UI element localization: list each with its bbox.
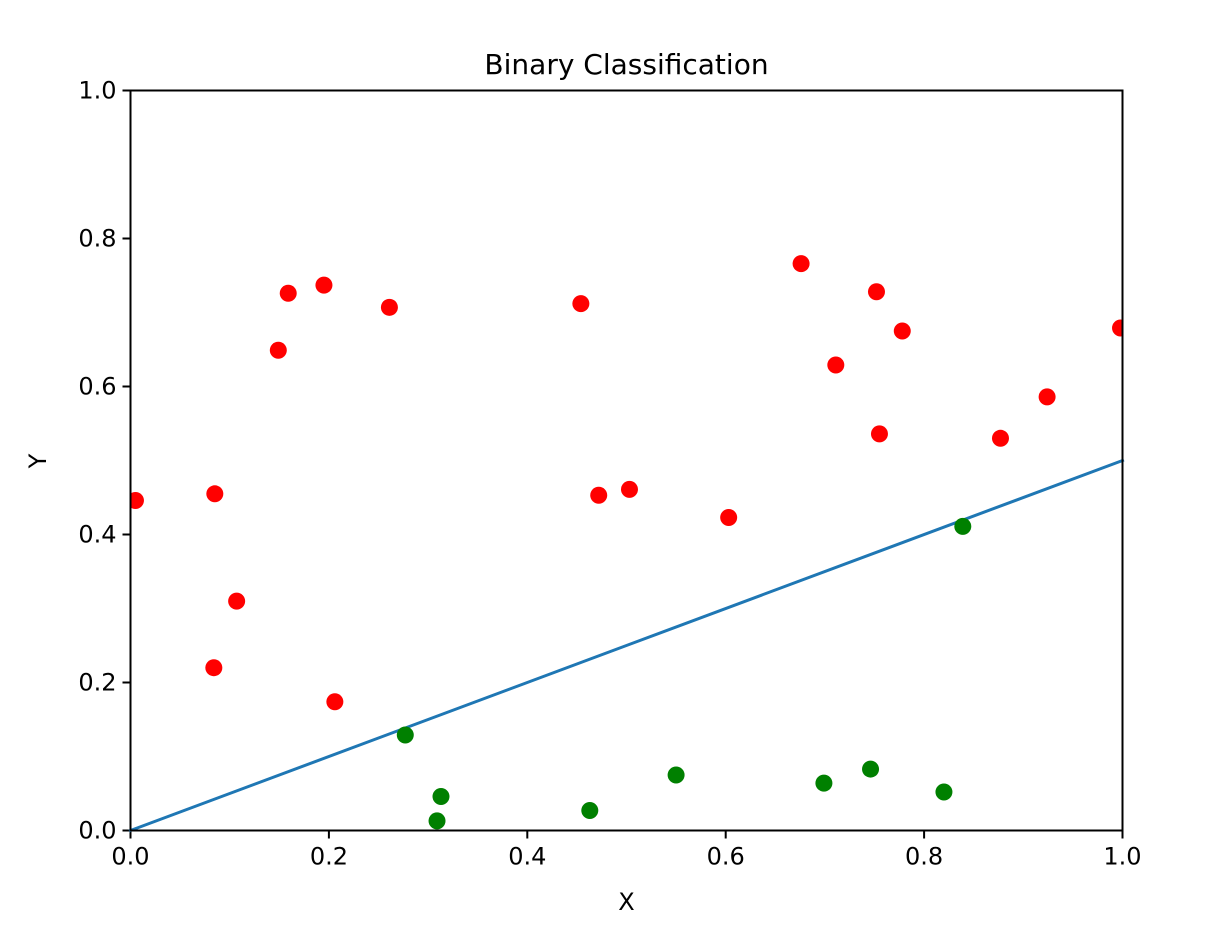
class-green-point (432, 787, 450, 805)
class-red-point (228, 592, 246, 610)
class-red-point (720, 508, 738, 526)
y-tick-label: 1.0 (78, 77, 116, 105)
class-red-point (279, 284, 297, 302)
class-green-point (815, 774, 833, 792)
y-tick-label: 0.6 (78, 373, 116, 401)
class-red-point (870, 425, 888, 443)
class-red-point (991, 429, 1009, 447)
y-tick-label: 0.2 (78, 669, 116, 697)
class-red-point (867, 283, 885, 301)
class-red-point (380, 298, 398, 316)
class-green-point (935, 783, 953, 801)
class-red-point (827, 356, 845, 374)
x-axis-label: X (618, 888, 634, 916)
points-layer (130, 255, 1123, 830)
class-red-point (205, 659, 223, 677)
decision-boundary-line (128, 458, 1125, 833)
class-green-point (862, 760, 880, 778)
axis-ticks: 0.0 0.2 0.4 0.6 0.8 1.0 0.0 0.2 0.4 0.6 0.8 1.0 (78, 77, 1141, 871)
class-green-point (667, 766, 685, 784)
class-red-point (792, 255, 810, 273)
class-red-point (326, 693, 344, 711)
plot-frame (129, 89, 1124, 832)
x-tick-label: 0.4 (508, 843, 546, 871)
x-tick-label: 1.0 (1103, 843, 1141, 871)
x-tick-label: 0.2 (310, 843, 348, 871)
y-tick-label: 0.0 (78, 817, 116, 845)
y-tick-label: 0.4 (78, 521, 116, 549)
class-red-point (590, 486, 608, 504)
chart-title: Binary Classification (484, 48, 768, 81)
y-tick-label: 0.8 (78, 225, 116, 253)
class-red-point (206, 485, 224, 503)
class-red-point (893, 322, 911, 340)
class-red-point (620, 480, 638, 498)
x-tick-label: 0.8 (905, 843, 943, 871)
class-red-point (269, 341, 287, 359)
class-red-point (572, 295, 590, 313)
x-tick-label: 0.6 (707, 843, 745, 871)
class-green-point (396, 726, 414, 744)
class-red-point (1112, 319, 1123, 337)
class-red-point (130, 491, 144, 509)
line-layer (128, 458, 1125, 833)
y-axis-label: Y (24, 453, 52, 469)
class-green-point (581, 802, 599, 820)
class-red-point (315, 276, 333, 294)
class-red-point (1038, 388, 1056, 406)
x-tick-label: 0.0 (111, 843, 149, 871)
class-green-point (954, 517, 972, 535)
class-green-point (428, 812, 446, 830)
